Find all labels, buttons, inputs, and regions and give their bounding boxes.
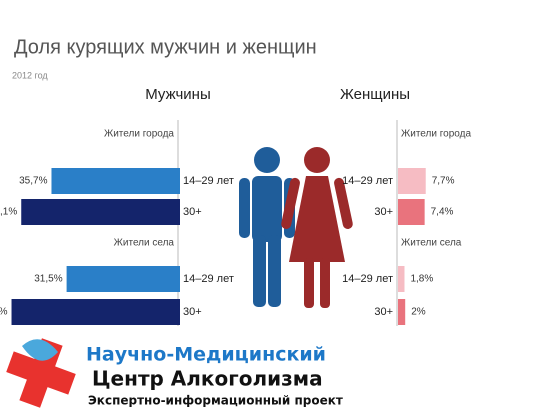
group-label: Жители города (401, 129, 471, 140)
value-label: 7,7% (432, 176, 455, 187)
value-label: 7,4% (431, 207, 454, 218)
logo (6, 338, 76, 408)
value-label: 44,1% (0, 207, 17, 218)
chart-title: Доля курящих мужчин и женщин (14, 36, 317, 58)
bar (21, 199, 180, 225)
legend-label: Женщины (340, 86, 410, 103)
category-label: 30+ (183, 306, 202, 318)
group-label: Жители села (114, 238, 175, 249)
bar (398, 168, 426, 194)
brand-line: Научно-Медицинский (86, 344, 326, 366)
brand-line: Экспертно-информационный проект (88, 394, 343, 408)
group-label: Жители города (104, 129, 174, 140)
value-label: 1,8% (410, 274, 433, 285)
bar (398, 266, 405, 292)
value-label: 31,5% (34, 274, 62, 285)
bar (51, 168, 181, 194)
chart-subtitle: 2012 год (12, 70, 48, 80)
group-label: Жители села (401, 238, 462, 249)
value-label: 2% (411, 307, 426, 318)
legend-label: Мужчины (145, 86, 210, 103)
bar (398, 199, 425, 225)
value-label: 35,7% (19, 176, 47, 187)
bar (398, 299, 406, 325)
bar (66, 266, 180, 292)
category-label: 14–29 лет (342, 175, 393, 187)
category-label: 30+ (374, 206, 393, 218)
category-label: 14–29 лет (183, 273, 234, 285)
category-label: 14–29 лет (342, 273, 393, 285)
brand-line: Центр Алкоголизма (92, 367, 323, 391)
category-label: 30+ (374, 306, 393, 318)
category-label: 30+ (183, 206, 202, 218)
bar (11, 299, 180, 325)
category-label: 14–29 лет (183, 175, 234, 187)
value-label: 46,8% (0, 307, 8, 318)
woman-icon (281, 147, 353, 308)
